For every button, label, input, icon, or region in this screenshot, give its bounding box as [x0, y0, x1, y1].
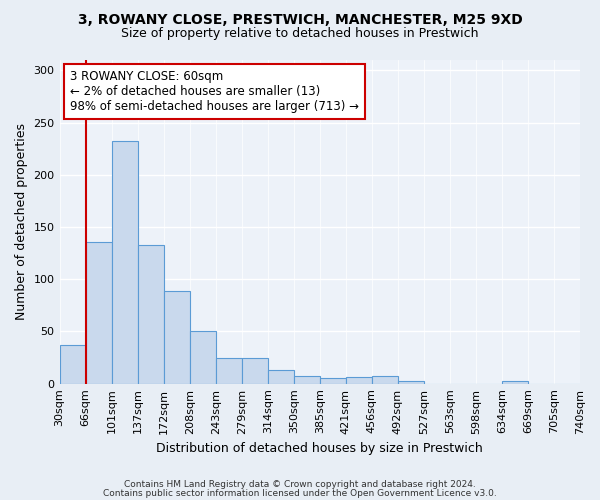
- Text: 3, ROWANY CLOSE, PRESTWICH, MANCHESTER, M25 9XD: 3, ROWANY CLOSE, PRESTWICH, MANCHESTER, …: [77, 12, 523, 26]
- Bar: [215, 358, 242, 384]
- Bar: [268, 370, 294, 384]
- Text: Contains public sector information licensed under the Open Government Licence v3: Contains public sector information licen…: [103, 490, 497, 498]
- Text: Contains HM Land Registry data © Crown copyright and database right 2024.: Contains HM Land Registry data © Crown c…: [124, 480, 476, 489]
- X-axis label: Distribution of detached houses by size in Prestwich: Distribution of detached houses by size …: [157, 442, 483, 455]
- Bar: [294, 376, 320, 384]
- Bar: [59, 345, 86, 384]
- Text: 3 ROWANY CLOSE: 60sqm
← 2% of detached houses are smaller (13)
98% of semi-detac: 3 ROWANY CLOSE: 60sqm ← 2% of detached h…: [70, 70, 359, 112]
- Bar: [190, 332, 215, 384]
- Y-axis label: Number of detached properties: Number of detached properties: [15, 124, 28, 320]
- Bar: [346, 378, 372, 384]
- Bar: [502, 380, 528, 384]
- Bar: [112, 142, 137, 384]
- Text: Size of property relative to detached houses in Prestwich: Size of property relative to detached ho…: [121, 28, 479, 40]
- Bar: [320, 378, 346, 384]
- Bar: [86, 242, 112, 384]
- Bar: [137, 245, 164, 384]
- Bar: [164, 291, 190, 384]
- Bar: [242, 358, 268, 384]
- Bar: [398, 380, 424, 384]
- Bar: [372, 376, 398, 384]
